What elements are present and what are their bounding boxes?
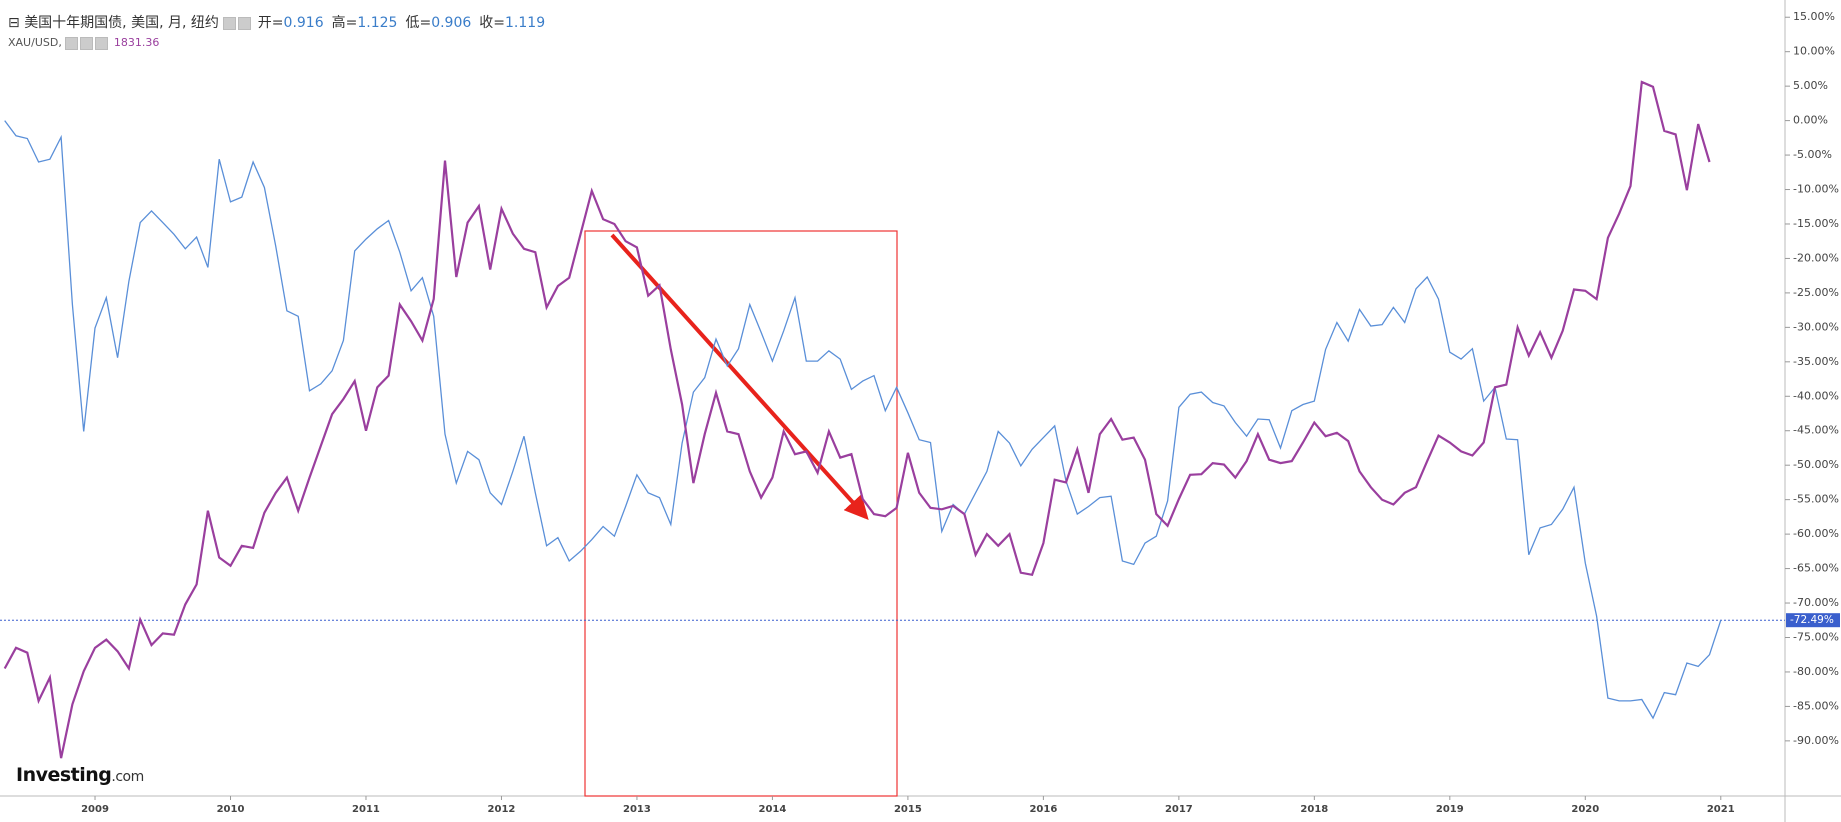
y-tick-label: -40.00% xyxy=(1793,389,1839,402)
highlight-box xyxy=(584,230,898,797)
y-tick-label: -80.00% xyxy=(1793,665,1839,678)
x-tick-label: 2020 xyxy=(1571,804,1599,815)
y-tick-label: -65.00% xyxy=(1793,562,1839,575)
icon[interactable] xyxy=(95,36,109,50)
y-tick-label: -70.00% xyxy=(1793,596,1839,609)
y-tick-label: 10.00% xyxy=(1793,45,1835,58)
y-tick-label: -25.00% xyxy=(1793,286,1839,299)
ohlc-label: 高= xyxy=(331,15,358,31)
legend-entry: XAU/USD, xyxy=(8,36,62,49)
trend-arrow xyxy=(610,233,869,520)
ohlc: 开=0.916 高=1.125 低=0.906 收=1.119 xyxy=(258,15,553,31)
reference-label: -72.49% xyxy=(1790,614,1834,626)
x-tick-label: 2012 xyxy=(488,804,516,815)
logo: Investing.com xyxy=(16,764,144,786)
series-line xyxy=(3,80,1711,759)
x-tick-label: 2019 xyxy=(1436,804,1464,815)
logo-suffix: .com xyxy=(111,769,144,785)
last-value: 1831.36 xyxy=(113,36,160,49)
legend-main: ⊟ 美国十年期国债, 美国, 月, 纽约 开=0.916 高=1.125 低=0.9… xyxy=(8,12,553,32)
x-tick-label: 2015 xyxy=(894,804,922,815)
icon[interactable] xyxy=(238,16,252,30)
x-tick-label: 2014 xyxy=(758,804,786,815)
icon[interactable] xyxy=(65,36,79,50)
icon[interactable] xyxy=(80,36,94,50)
reference-label-box xyxy=(1786,613,1840,628)
y-tick-label: -55.00% xyxy=(1793,493,1839,506)
ohlc-value: 0.906 xyxy=(431,15,472,31)
ohlc-label: 收= xyxy=(479,15,506,31)
ohlc-label: 开= xyxy=(257,15,284,31)
x-tick-label: 2017 xyxy=(1165,804,1193,815)
icon[interactable] xyxy=(223,16,237,30)
y-tick-label: -5.00% xyxy=(1793,148,1832,161)
y-tick-label: 5.00% xyxy=(1793,79,1828,92)
y-tick-label: -85.00% xyxy=(1793,699,1839,712)
ohlc-value: 1.119 xyxy=(505,15,546,31)
y-tick-label: 15.00% xyxy=(1793,10,1835,23)
x-tick-label: 2009 xyxy=(81,804,109,815)
y-tick-label: 0.00% xyxy=(1793,114,1828,127)
y-tick-label: -20.00% xyxy=(1793,251,1839,264)
y-tick-label: -50.00% xyxy=(1793,458,1839,471)
x-tick-label: 2016 xyxy=(1029,804,1057,815)
y-tick-label: -75.00% xyxy=(1793,630,1839,643)
logo-text: Investing xyxy=(16,764,112,786)
y-tick-label: -10.00% xyxy=(1793,183,1839,196)
x-tick-label: 2010 xyxy=(217,804,245,815)
x-tick-label: 2021 xyxy=(1707,804,1735,815)
y-tick-label: -60.00% xyxy=(1793,527,1839,540)
ohlc-value: 1.125 xyxy=(357,15,398,31)
series-line xyxy=(4,120,1722,720)
x-tick-label: 2013 xyxy=(623,804,651,815)
y-tick-label: -35.00% xyxy=(1793,355,1839,368)
collapse-icon[interactable]: ⊟ xyxy=(8,15,20,31)
y-tick-label: -15.00% xyxy=(1793,217,1839,230)
ohlc-label: 低= xyxy=(405,15,432,31)
legend-second: XAU/USD, 1831.36 xyxy=(8,36,159,50)
x-tick-label: 2011 xyxy=(352,804,380,815)
y-tick-label: -90.00% xyxy=(1793,734,1839,747)
legend-entry: 美国十年期国债, 美国, 月, 纽约 xyxy=(24,15,219,31)
y-tick-label: -30.00% xyxy=(1793,320,1839,333)
y-tick-label: -45.00% xyxy=(1793,424,1839,437)
x-tick-label: 2018 xyxy=(1300,804,1328,815)
ohlc-value: 0.916 xyxy=(283,15,324,31)
